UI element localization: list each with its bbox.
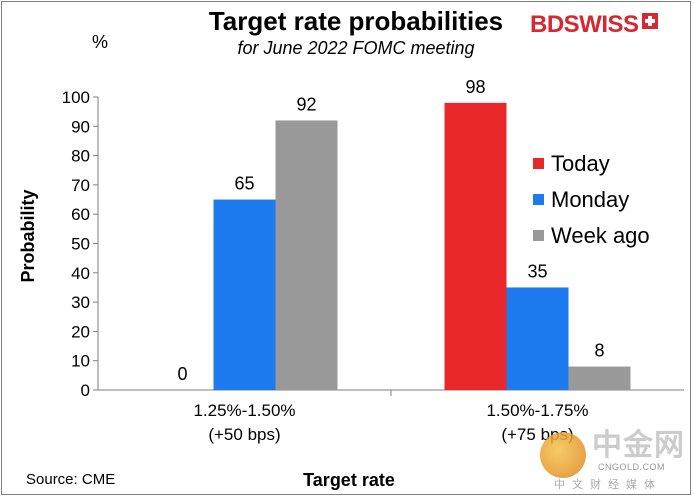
data-label: 92: [296, 94, 316, 114]
bdswiss-logo: BDSWISS: [530, 10, 658, 40]
y-unit-label: %: [92, 32, 109, 52]
y-tick-label: 70: [71, 176, 90, 195]
y-tick-label: 60: [71, 205, 90, 224]
source-note: Source: CME: [26, 471, 116, 488]
y-tick-label: 10: [71, 352, 90, 371]
y-tick-label: 40: [71, 264, 90, 283]
data-label: 35: [527, 261, 547, 281]
legend-label: Week ago: [551, 223, 650, 248]
data-label: 65: [234, 174, 254, 194]
x-category-label: 1.50%-1.75%: [486, 401, 588, 420]
legend-label: Monday: [551, 187, 629, 212]
y-tick-label: 50: [71, 235, 90, 254]
legend-label: Today: [551, 151, 610, 176]
data-label: 0: [177, 364, 187, 384]
cngold-coin-icon: [540, 432, 586, 478]
chart-subtitle: for June 2022 FOMC meeting: [237, 38, 475, 58]
x-axis-title: Target rate: [303, 470, 395, 490]
x-category-sublabel: (+50 bps): [208, 425, 280, 444]
legend-swatch-today: [533, 158, 544, 169]
bar-week-ago: [568, 366, 631, 390]
logo-text: BDSWISS: [530, 11, 639, 38]
y-tick-label: 0: [81, 381, 90, 400]
bar-monday: [213, 199, 276, 390]
y-tick-label: 20: [71, 322, 90, 341]
y-tick-label: 100: [62, 88, 90, 107]
chart-title: Target rate probabilities: [208, 6, 504, 36]
bar-today: [444, 102, 507, 391]
legend-swatch-monday: [533, 194, 544, 205]
watermark-sub-text: 中文财经媒体: [554, 479, 662, 491]
watermark-main-text: 中金网: [592, 429, 685, 462]
y-axis-title: Probability: [18, 189, 38, 282]
swiss-flag-icon: [641, 13, 658, 29]
bar-week-ago: [275, 120, 338, 390]
data-label: 98: [465, 77, 485, 97]
watermark-domain-text: CNGOLD.COM: [598, 462, 666, 472]
x-category-label: 1.25%-1.50%: [193, 401, 295, 420]
legend-swatch-week-ago: [533, 230, 544, 241]
bar-monday: [506, 287, 569, 390]
cngold-watermark: 中金网 CNGOLD.COM 中文财经媒体: [540, 426, 690, 492]
y-tick-label: 30: [71, 293, 90, 312]
y-tick-label: 90: [71, 117, 90, 136]
data-label: 8: [594, 341, 604, 361]
y-tick-label: 80: [71, 147, 90, 166]
